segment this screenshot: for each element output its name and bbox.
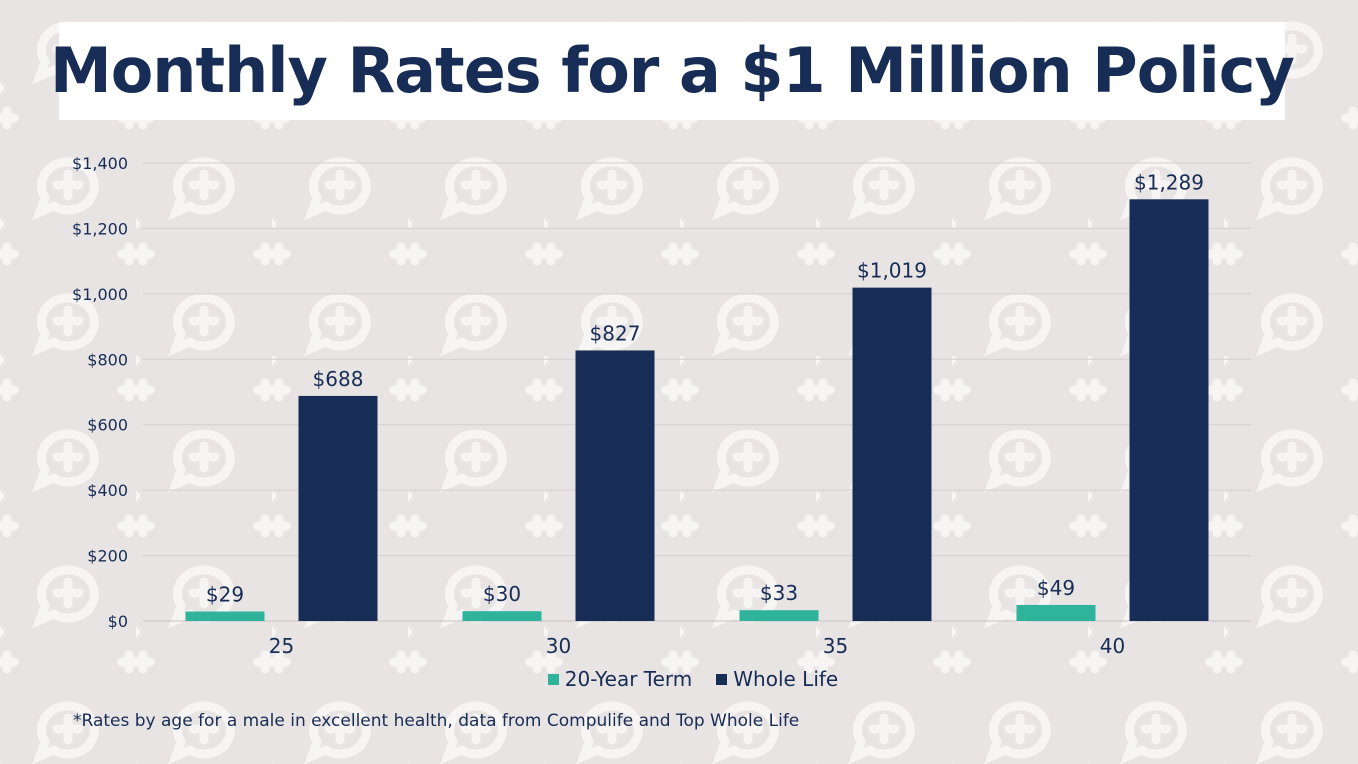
data-label: $33 bbox=[760, 581, 798, 605]
legend-swatch-term bbox=[547, 673, 559, 685]
chart-legend: 20-Year Term Whole Life bbox=[0, 667, 1358, 691]
y-tick-label: $1,400 bbox=[72, 154, 128, 173]
footnote: *Rates by age for a male in excellent he… bbox=[73, 711, 800, 731]
legend-item-whole-life: Whole Life bbox=[716, 667, 838, 691]
data-label: $688 bbox=[313, 367, 364, 391]
title-banner: Monthly Rates for a $1 Million Policy bbox=[50, 22, 1295, 120]
y-tick-label: $1,000 bbox=[72, 285, 128, 304]
y-tick-label: $600 bbox=[87, 416, 128, 435]
y-tick-label: $1,200 bbox=[72, 219, 128, 238]
legend-item-term: 20-Year Term bbox=[547, 667, 693, 691]
x-tick-label: 30 bbox=[546, 634, 571, 658]
legend-label-term: 20-Year Term bbox=[564, 667, 693, 691]
y-tick-label: $400 bbox=[87, 481, 128, 500]
data-label: $1,019 bbox=[857, 259, 927, 283]
bar-term bbox=[462, 611, 542, 621]
bar-whole-life bbox=[298, 395, 378, 621]
y-tick-label: $0 bbox=[108, 612, 128, 631]
bar-term bbox=[739, 610, 819, 621]
legend-label-whole-life: Whole Life bbox=[733, 667, 839, 691]
bar-whole-life bbox=[1129, 199, 1209, 621]
data-label: $1,289 bbox=[1134, 170, 1204, 194]
bar-whole-life bbox=[852, 287, 932, 621]
x-tick-label: 35 bbox=[823, 634, 848, 658]
bar-whole-life bbox=[575, 350, 655, 621]
data-label: $827 bbox=[590, 321, 641, 345]
y-tick-label: $200 bbox=[87, 547, 128, 566]
data-label: $49 bbox=[1037, 576, 1075, 600]
bar-term bbox=[1016, 604, 1096, 621]
bar-term bbox=[185, 611, 265, 621]
data-label: $30 bbox=[483, 582, 521, 606]
bar-chart: $0 $200 $400 $600 $800 $1,000 $1,200 $1,400 $29 $… bbox=[72, 154, 1251, 658]
x-tick-label: 40 bbox=[1100, 634, 1125, 658]
data-label: $29 bbox=[206, 583, 244, 607]
chart-title: Monthly Rates for a $1 Million Policy bbox=[50, 34, 1295, 107]
x-tick-label: 25 bbox=[269, 634, 294, 658]
legend-swatch-whole-life bbox=[716, 673, 728, 685]
y-tick-label: $800 bbox=[87, 350, 128, 369]
